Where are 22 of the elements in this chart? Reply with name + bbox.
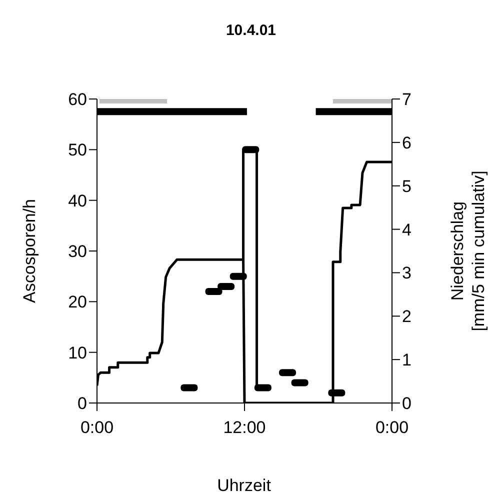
y2-tick-label: 4	[402, 220, 412, 240]
y2-tick-label: 2	[402, 307, 412, 326]
y-tick-label: 30	[68, 242, 87, 262]
y2-tick-label: 0	[402, 394, 412, 414]
y-axis-title: Ascosporen/h	[20, 199, 40, 303]
y2-tick-label: 6	[402, 133, 412, 152]
y2-tick-label: 1	[402, 350, 412, 370]
y2-tick-label: 3	[402, 264, 412, 283]
x-tick-label: 12:00	[223, 418, 266, 438]
y-tick-label: 10	[68, 343, 87, 362]
y-tick-label: 50	[68, 140, 87, 160]
chart-title: 10.4.01	[224, 22, 278, 39]
x-tick-label: 0:00	[80, 418, 114, 438]
y2-axis-title: Niederschlag [mm/5 min cumulativ]	[447, 170, 489, 332]
x-tick-label: 0:00	[375, 418, 409, 438]
y2-tick-label: 5	[402, 176, 412, 196]
y-tick-label: 60	[68, 90, 87, 110]
x-axis-title: Uhrzeit	[217, 476, 271, 496]
y2-tick-label: 7	[402, 90, 412, 110]
y-tick-label: 0	[78, 394, 87, 414]
y-tick-label: 20	[68, 292, 87, 312]
y-tick-label: 40	[68, 191, 87, 210]
